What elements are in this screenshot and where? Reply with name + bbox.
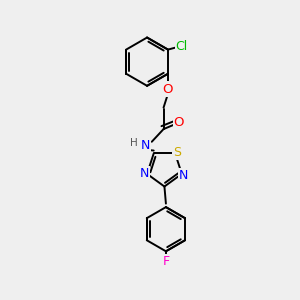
Text: O: O: [174, 116, 184, 129]
Text: H: H: [130, 138, 138, 148]
Text: F: F: [162, 255, 169, 268]
Text: O: O: [163, 82, 173, 95]
Text: Cl: Cl: [176, 40, 188, 53]
Text: S: S: [173, 146, 181, 158]
Text: N: N: [140, 167, 149, 180]
Text: N: N: [178, 169, 188, 182]
Text: N: N: [141, 139, 150, 152]
